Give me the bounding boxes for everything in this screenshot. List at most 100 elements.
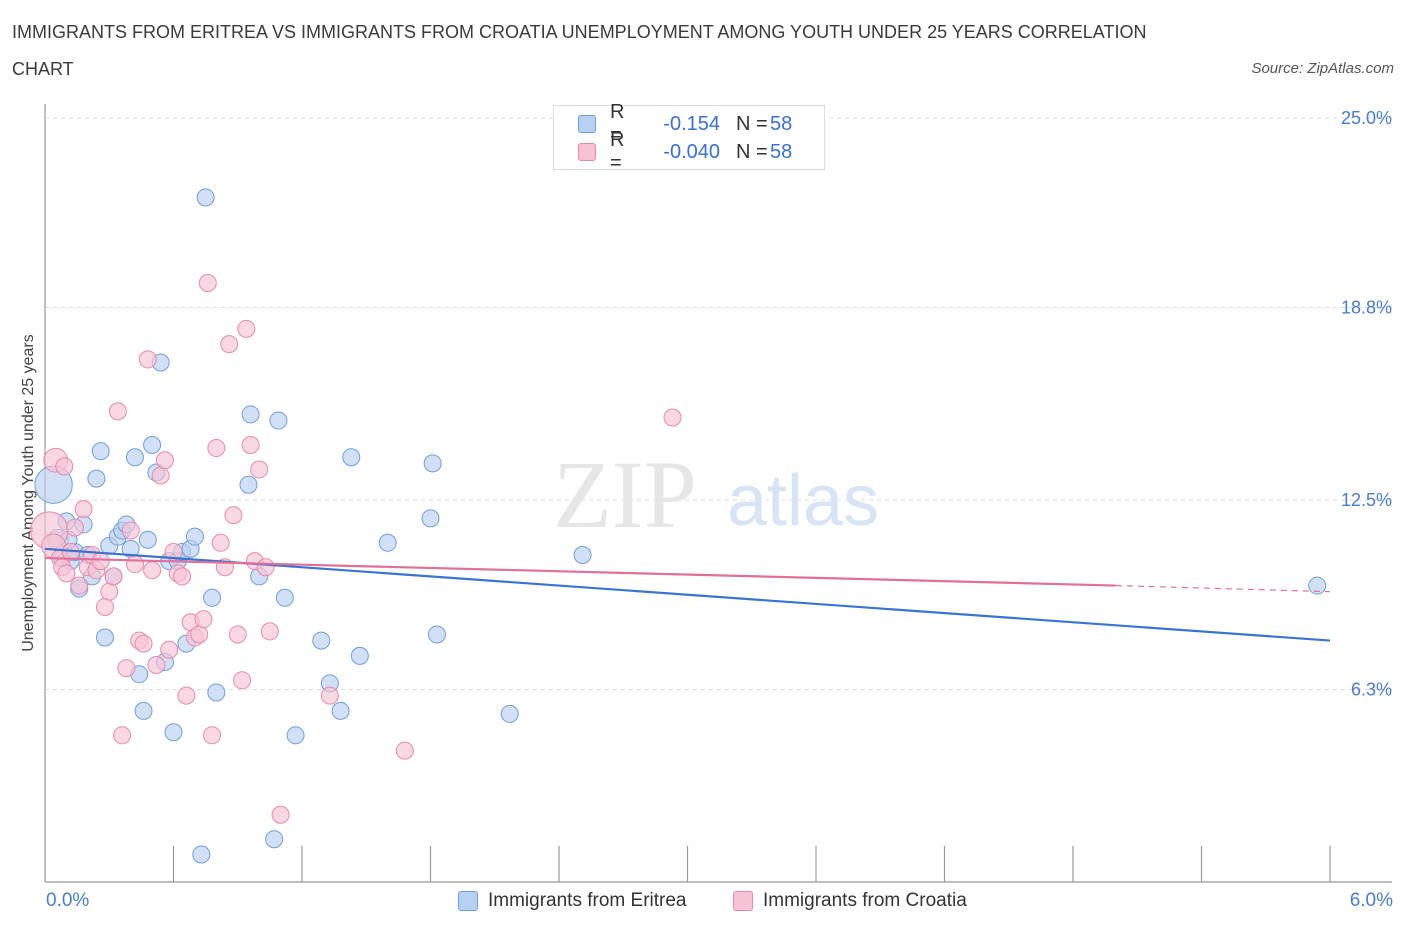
- eritrea-point-49: [350, 646, 369, 665]
- croatia-point-51: [250, 460, 269, 479]
- eritrea-point-50: [378, 533, 397, 552]
- eritrea-point-28: [164, 723, 183, 742]
- eritrea-point-45: [312, 631, 331, 650]
- legend-row-eritrea: R = -0.154 N = 58: [578, 101, 793, 146]
- eritrea-point-48: [342, 448, 361, 467]
- croatia-point-55: [320, 686, 339, 705]
- gridlines: [45, 117, 1392, 690]
- croatia-trend-line: [44, 556, 1116, 587]
- croatia-point-40: [203, 726, 222, 745]
- croatia-point-49: [241, 435, 260, 454]
- n-label: N =: [736, 112, 768, 135]
- eritrea-point-53: [427, 625, 446, 644]
- trend-lines: [44, 547, 1331, 642]
- croatia-point-48: [237, 319, 256, 338]
- croatia-point-47: [233, 671, 252, 690]
- croatia-point-46: [228, 625, 247, 644]
- croatia-point-18: [108, 402, 127, 421]
- croatia-point-37: [190, 625, 209, 644]
- r-label: R =: [610, 101, 625, 146]
- eritrea-point-37: [207, 683, 226, 702]
- legend-label-croatia: Immigrants from Croatia: [763, 890, 967, 911]
- legend-label-eritrea: Immigrants from Eritrea: [488, 890, 687, 911]
- x-axis-min-label: 0.0%: [46, 890, 90, 911]
- eritrea-point-35: [196, 188, 215, 207]
- y-tick-label-1: 12.5%: [1341, 490, 1392, 510]
- croatia-point-30: [160, 640, 179, 659]
- croatia-point-53: [260, 622, 279, 641]
- croatia-point-22: [125, 555, 144, 574]
- croatia-point-8: [65, 518, 84, 537]
- eritrea-point-12: [95, 628, 114, 647]
- croatia-trend-extension: [1115, 584, 1331, 593]
- eritrea-swatch: [578, 115, 596, 133]
- eritrea-point-22: [138, 530, 157, 549]
- eritrea-point-54: [500, 704, 519, 723]
- croatia-point-27: [147, 656, 166, 675]
- n-value: 58: [770, 140, 793, 163]
- croatia-point-52: [256, 558, 275, 577]
- data-points: [30, 188, 1327, 864]
- r-label: R =: [610, 129, 625, 174]
- eritrea-point-11: [91, 442, 110, 461]
- croatia-point-9: [70, 576, 89, 595]
- chart-title: IMMIGRANTS FROM ERITREA VS IMMIGRANTS FR…: [12, 22, 1147, 79]
- y-tick-label-3: 25.0%: [1341, 108, 1392, 128]
- croatia-point-21: [121, 521, 140, 540]
- watermark: ZIP atlas: [553, 441, 879, 548]
- legend-row-croatia: R = -0.040 N = 58: [578, 129, 793, 174]
- source-label: Source: ZipAtlas.com: [1251, 60, 1394, 77]
- eritrea-point-56: [1308, 576, 1327, 595]
- eritrea-point-10: [87, 469, 106, 488]
- eritrea-point-39: [241, 405, 260, 424]
- n-label: N =: [736, 140, 768, 163]
- croatia-point-28: [151, 466, 170, 485]
- croatia-point-33: [173, 567, 192, 586]
- eritrea-point-34: [192, 845, 211, 864]
- legend-item-croatia: Immigrants from Croatia: [733, 890, 967, 912]
- eritrea-point-55: [573, 546, 592, 565]
- legend-item-eritrea: Immigrants from Eritrea: [458, 890, 686, 912]
- croatia-point-45: [224, 506, 243, 525]
- croatia-point-24: [134, 634, 153, 653]
- eritrea-point-44: [286, 726, 305, 745]
- eritrea-point-41: [265, 830, 284, 849]
- croatia-point-39: [198, 274, 217, 293]
- eritrea-point-42: [269, 411, 288, 430]
- stats-legend: R = -0.154 N = 58 R = -0.040 N = 58: [553, 101, 825, 174]
- croatia-point-25: [138, 350, 157, 369]
- y-tick-label-2: 18.8%: [1341, 297, 1392, 317]
- eritrea-point-23: [143, 435, 162, 454]
- croatia-point-56: [395, 741, 414, 760]
- croatia-point-15: [95, 597, 114, 616]
- eritrea-point-51: [421, 509, 440, 528]
- r-value: -0.154: [663, 112, 720, 135]
- croatia-point-14: [91, 552, 110, 571]
- croatia-point-10: [74, 500, 93, 519]
- r-value: -0.040: [663, 140, 720, 163]
- eritrea-point-19: [125, 448, 144, 467]
- watermark-zip: ZIP: [553, 441, 697, 548]
- eritrea-point-36: [203, 588, 222, 607]
- croatia-point-19: [113, 726, 132, 745]
- n-value: 58: [770, 112, 793, 135]
- eritrea-point-38: [239, 475, 258, 494]
- croatia-point-20: [117, 659, 136, 678]
- croatia-point-34: [177, 686, 196, 705]
- croatia-legend-swatch: [733, 891, 753, 911]
- croatia-point-41: [207, 439, 226, 458]
- croatia-point-26: [143, 561, 162, 580]
- croatia-point-44: [220, 335, 239, 354]
- eritrea-point-52: [423, 454, 442, 473]
- eritrea-point-47: [331, 701, 350, 720]
- croatia-point-29: [155, 451, 174, 470]
- y-tick-label-0: 6.3%: [1351, 679, 1392, 699]
- x-axis-max-label: 6.0%: [1349, 890, 1393, 911]
- croatia-point-17: [104, 567, 123, 586]
- croatia-point-38: [194, 610, 213, 629]
- croatia-point-42: [211, 533, 230, 552]
- eritrea-point-43: [275, 588, 294, 607]
- croatia-point-16: [100, 582, 119, 601]
- croatia-point-57: [663, 408, 682, 427]
